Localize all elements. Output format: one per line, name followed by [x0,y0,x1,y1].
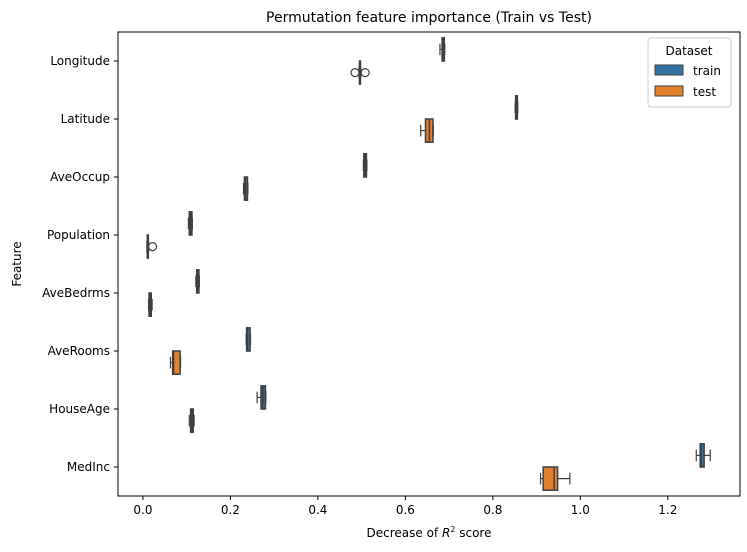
plot-area [146,37,711,491]
box-test-medinc [539,466,571,491]
outlier-point [360,67,370,78]
axes-frame [117,31,741,497]
y-tick-label: MedInc [67,460,110,474]
box-train-population [187,211,193,236]
box-train-avebedrms [195,269,200,294]
y-axis-label: Feature [10,241,24,286]
y-tick-label: Population [47,228,110,242]
x-tick-label: 0.4 [308,503,327,517]
box-test-avebedrms [148,292,153,317]
outlier-point [350,67,360,78]
box-train-averooms [245,327,252,352]
y-tick-label: AveBedrms [42,286,110,300]
x-tick-label: 0.8 [483,503,502,517]
box-train-longitude [439,37,446,62]
outlier-point [147,242,158,252]
box-train-medinc [695,443,711,468]
box-test-averooms [169,350,182,375]
y-tick-label: AveOccup [50,170,110,184]
legend-title: Dataset [666,44,713,58]
box-test-latitude [420,118,434,143]
y-tick-label: HouseAge [49,402,110,416]
y-tick-label: Latitude [61,112,110,126]
x-tick-label: 1.2 [658,503,677,517]
x-tick-label: 0.6 [396,503,415,517]
x-axis-ticks: 0.0 0.2 0.4 0.6 0.8 1.0 1.2 [133,496,677,517]
y-axis-ticks: Longitude Latitude AveOccup Population AveBe… [42,54,118,474]
box-test-aveoccup [242,176,249,201]
y-tick-label: AveRooms [48,344,110,358]
x-axis-label: Decrease of R2 score [367,525,492,540]
legend-label-train: train [693,64,721,78]
legend-label-test: test [693,85,716,99]
legend-swatch-test [654,85,684,97]
legend: Dataset train test [647,37,732,108]
chart-title: Permutation feature importance (Train vs… [266,10,592,26]
x-tick-label: 0.2 [221,503,240,517]
box-train-aveoccup [362,153,368,178]
box-test-population [146,234,158,259]
box-test-houseage [188,408,195,433]
x-tick-label: 1.0 [571,503,590,517]
legend-swatch-train [654,64,684,76]
box-train-latitude [514,95,519,120]
box-train-houseage [256,385,267,410]
box-test-longitude [350,60,370,85]
y-tick-label: Longitude [50,54,110,68]
x-tick-label: 0.0 [133,503,152,517]
